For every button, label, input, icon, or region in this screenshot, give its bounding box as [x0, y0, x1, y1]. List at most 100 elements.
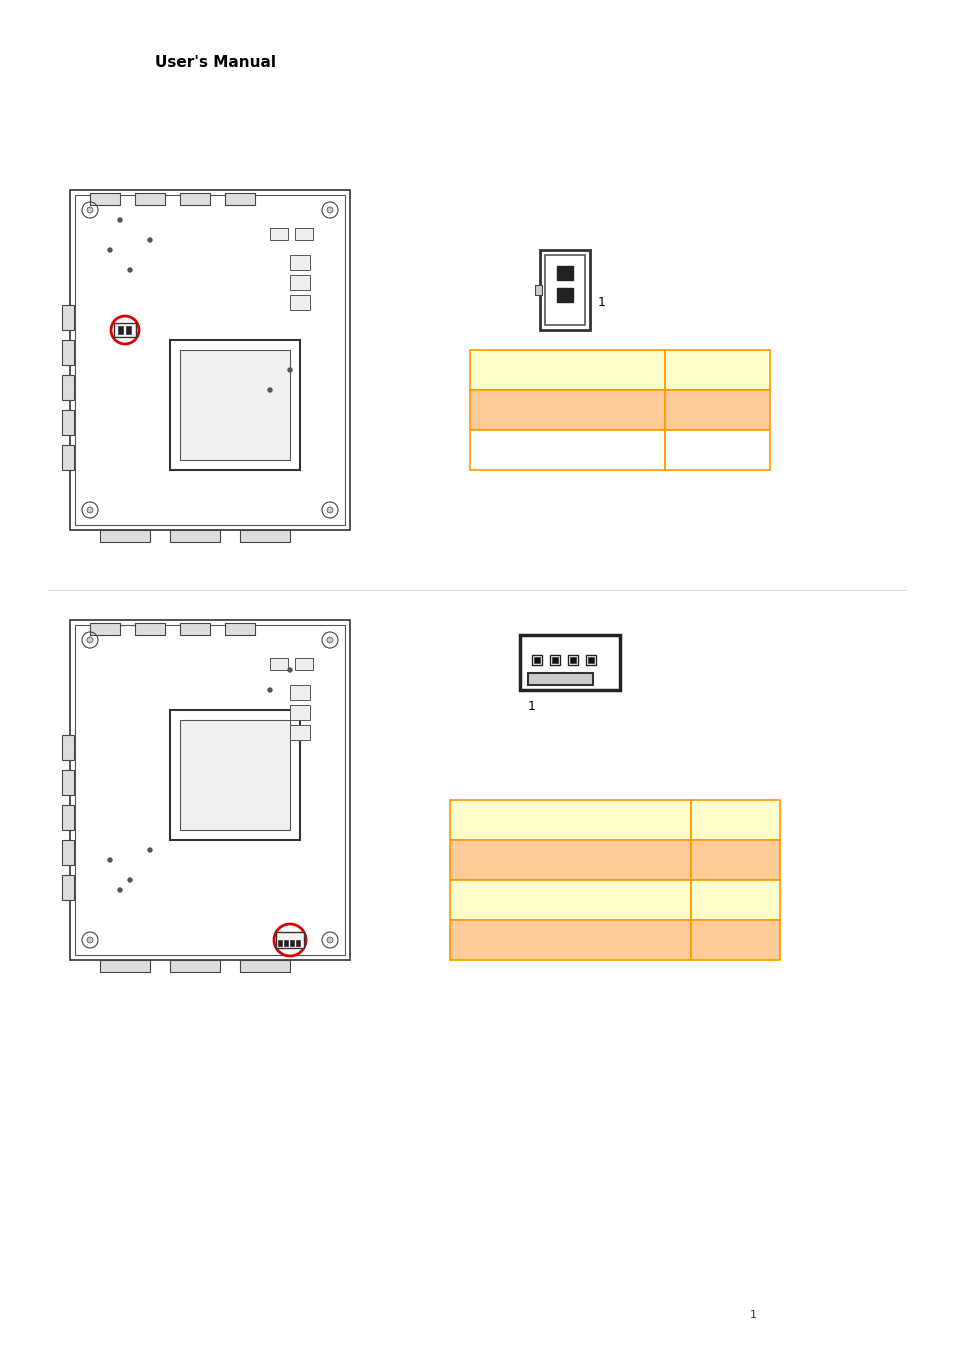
- Bar: [62, 805, 74, 830]
- Bar: [240, 960, 290, 972]
- Circle shape: [118, 217, 122, 221]
- Bar: [552, 657, 558, 663]
- Bar: [75, 625, 345, 954]
- Bar: [290, 296, 310, 310]
- Circle shape: [268, 387, 272, 392]
- Circle shape: [148, 848, 152, 852]
- Circle shape: [268, 688, 272, 693]
- Bar: [534, 657, 539, 663]
- Bar: [290, 684, 310, 701]
- Bar: [294, 657, 313, 670]
- Bar: [135, 193, 165, 205]
- Bar: [100, 531, 150, 541]
- Bar: [100, 960, 150, 972]
- Bar: [180, 720, 290, 830]
- Circle shape: [118, 888, 122, 892]
- Bar: [290, 275, 310, 290]
- Bar: [270, 228, 288, 240]
- Bar: [118, 325, 123, 333]
- Text: 1: 1: [598, 296, 605, 309]
- Bar: [62, 875, 74, 900]
- Bar: [225, 193, 254, 205]
- Bar: [62, 769, 74, 795]
- Circle shape: [108, 859, 112, 863]
- Bar: [62, 340, 74, 364]
- Bar: [62, 375, 74, 400]
- Bar: [527, 674, 593, 684]
- Bar: [75, 194, 345, 525]
- Bar: [470, 350, 664, 390]
- Bar: [62, 305, 74, 329]
- Bar: [113, 323, 136, 338]
- Bar: [180, 622, 210, 634]
- Bar: [690, 919, 780, 960]
- Bar: [170, 340, 299, 470]
- Bar: [180, 193, 210, 205]
- Circle shape: [288, 668, 292, 672]
- Circle shape: [87, 207, 92, 213]
- Bar: [550, 655, 559, 666]
- Circle shape: [327, 508, 333, 513]
- Bar: [295, 940, 299, 946]
- Bar: [270, 657, 288, 670]
- Bar: [450, 880, 690, 919]
- Bar: [535, 285, 541, 296]
- Bar: [664, 390, 769, 431]
- Bar: [290, 940, 294, 946]
- Bar: [62, 840, 74, 865]
- Bar: [90, 193, 120, 205]
- Circle shape: [288, 369, 292, 373]
- Bar: [170, 531, 220, 541]
- Bar: [62, 734, 74, 760]
- Bar: [450, 801, 690, 840]
- Bar: [290, 725, 310, 740]
- Bar: [70, 620, 350, 960]
- Bar: [569, 657, 576, 663]
- Bar: [135, 622, 165, 634]
- Bar: [664, 350, 769, 390]
- Bar: [290, 705, 310, 720]
- Circle shape: [327, 937, 333, 944]
- Bar: [690, 880, 780, 919]
- Bar: [690, 801, 780, 840]
- Bar: [519, 634, 619, 690]
- Bar: [294, 228, 313, 240]
- Bar: [126, 325, 131, 333]
- Bar: [90, 622, 120, 634]
- Bar: [532, 655, 541, 666]
- Bar: [170, 960, 220, 972]
- Bar: [557, 288, 573, 302]
- Circle shape: [327, 637, 333, 643]
- Bar: [275, 931, 304, 948]
- Bar: [450, 919, 690, 960]
- Text: 1: 1: [527, 701, 536, 713]
- Bar: [277, 940, 282, 946]
- Bar: [544, 255, 584, 325]
- Bar: [284, 940, 288, 946]
- Bar: [70, 190, 350, 531]
- Bar: [690, 840, 780, 880]
- Bar: [567, 655, 578, 666]
- Text: User's Manual: User's Manual: [154, 55, 275, 70]
- Bar: [170, 710, 299, 840]
- Text: 1: 1: [749, 1310, 757, 1320]
- Bar: [587, 657, 594, 663]
- Bar: [585, 655, 596, 666]
- Bar: [470, 390, 664, 431]
- Circle shape: [87, 508, 92, 513]
- Circle shape: [128, 269, 132, 271]
- Bar: [557, 266, 573, 279]
- Bar: [290, 255, 310, 270]
- Circle shape: [148, 238, 152, 242]
- Circle shape: [108, 248, 112, 252]
- Bar: [180, 350, 290, 460]
- Bar: [664, 431, 769, 470]
- Circle shape: [128, 878, 132, 882]
- Bar: [225, 622, 254, 634]
- Circle shape: [87, 937, 92, 944]
- Bar: [62, 446, 74, 470]
- Circle shape: [87, 637, 92, 643]
- Bar: [450, 840, 690, 880]
- Circle shape: [327, 207, 333, 213]
- Bar: [470, 431, 664, 470]
